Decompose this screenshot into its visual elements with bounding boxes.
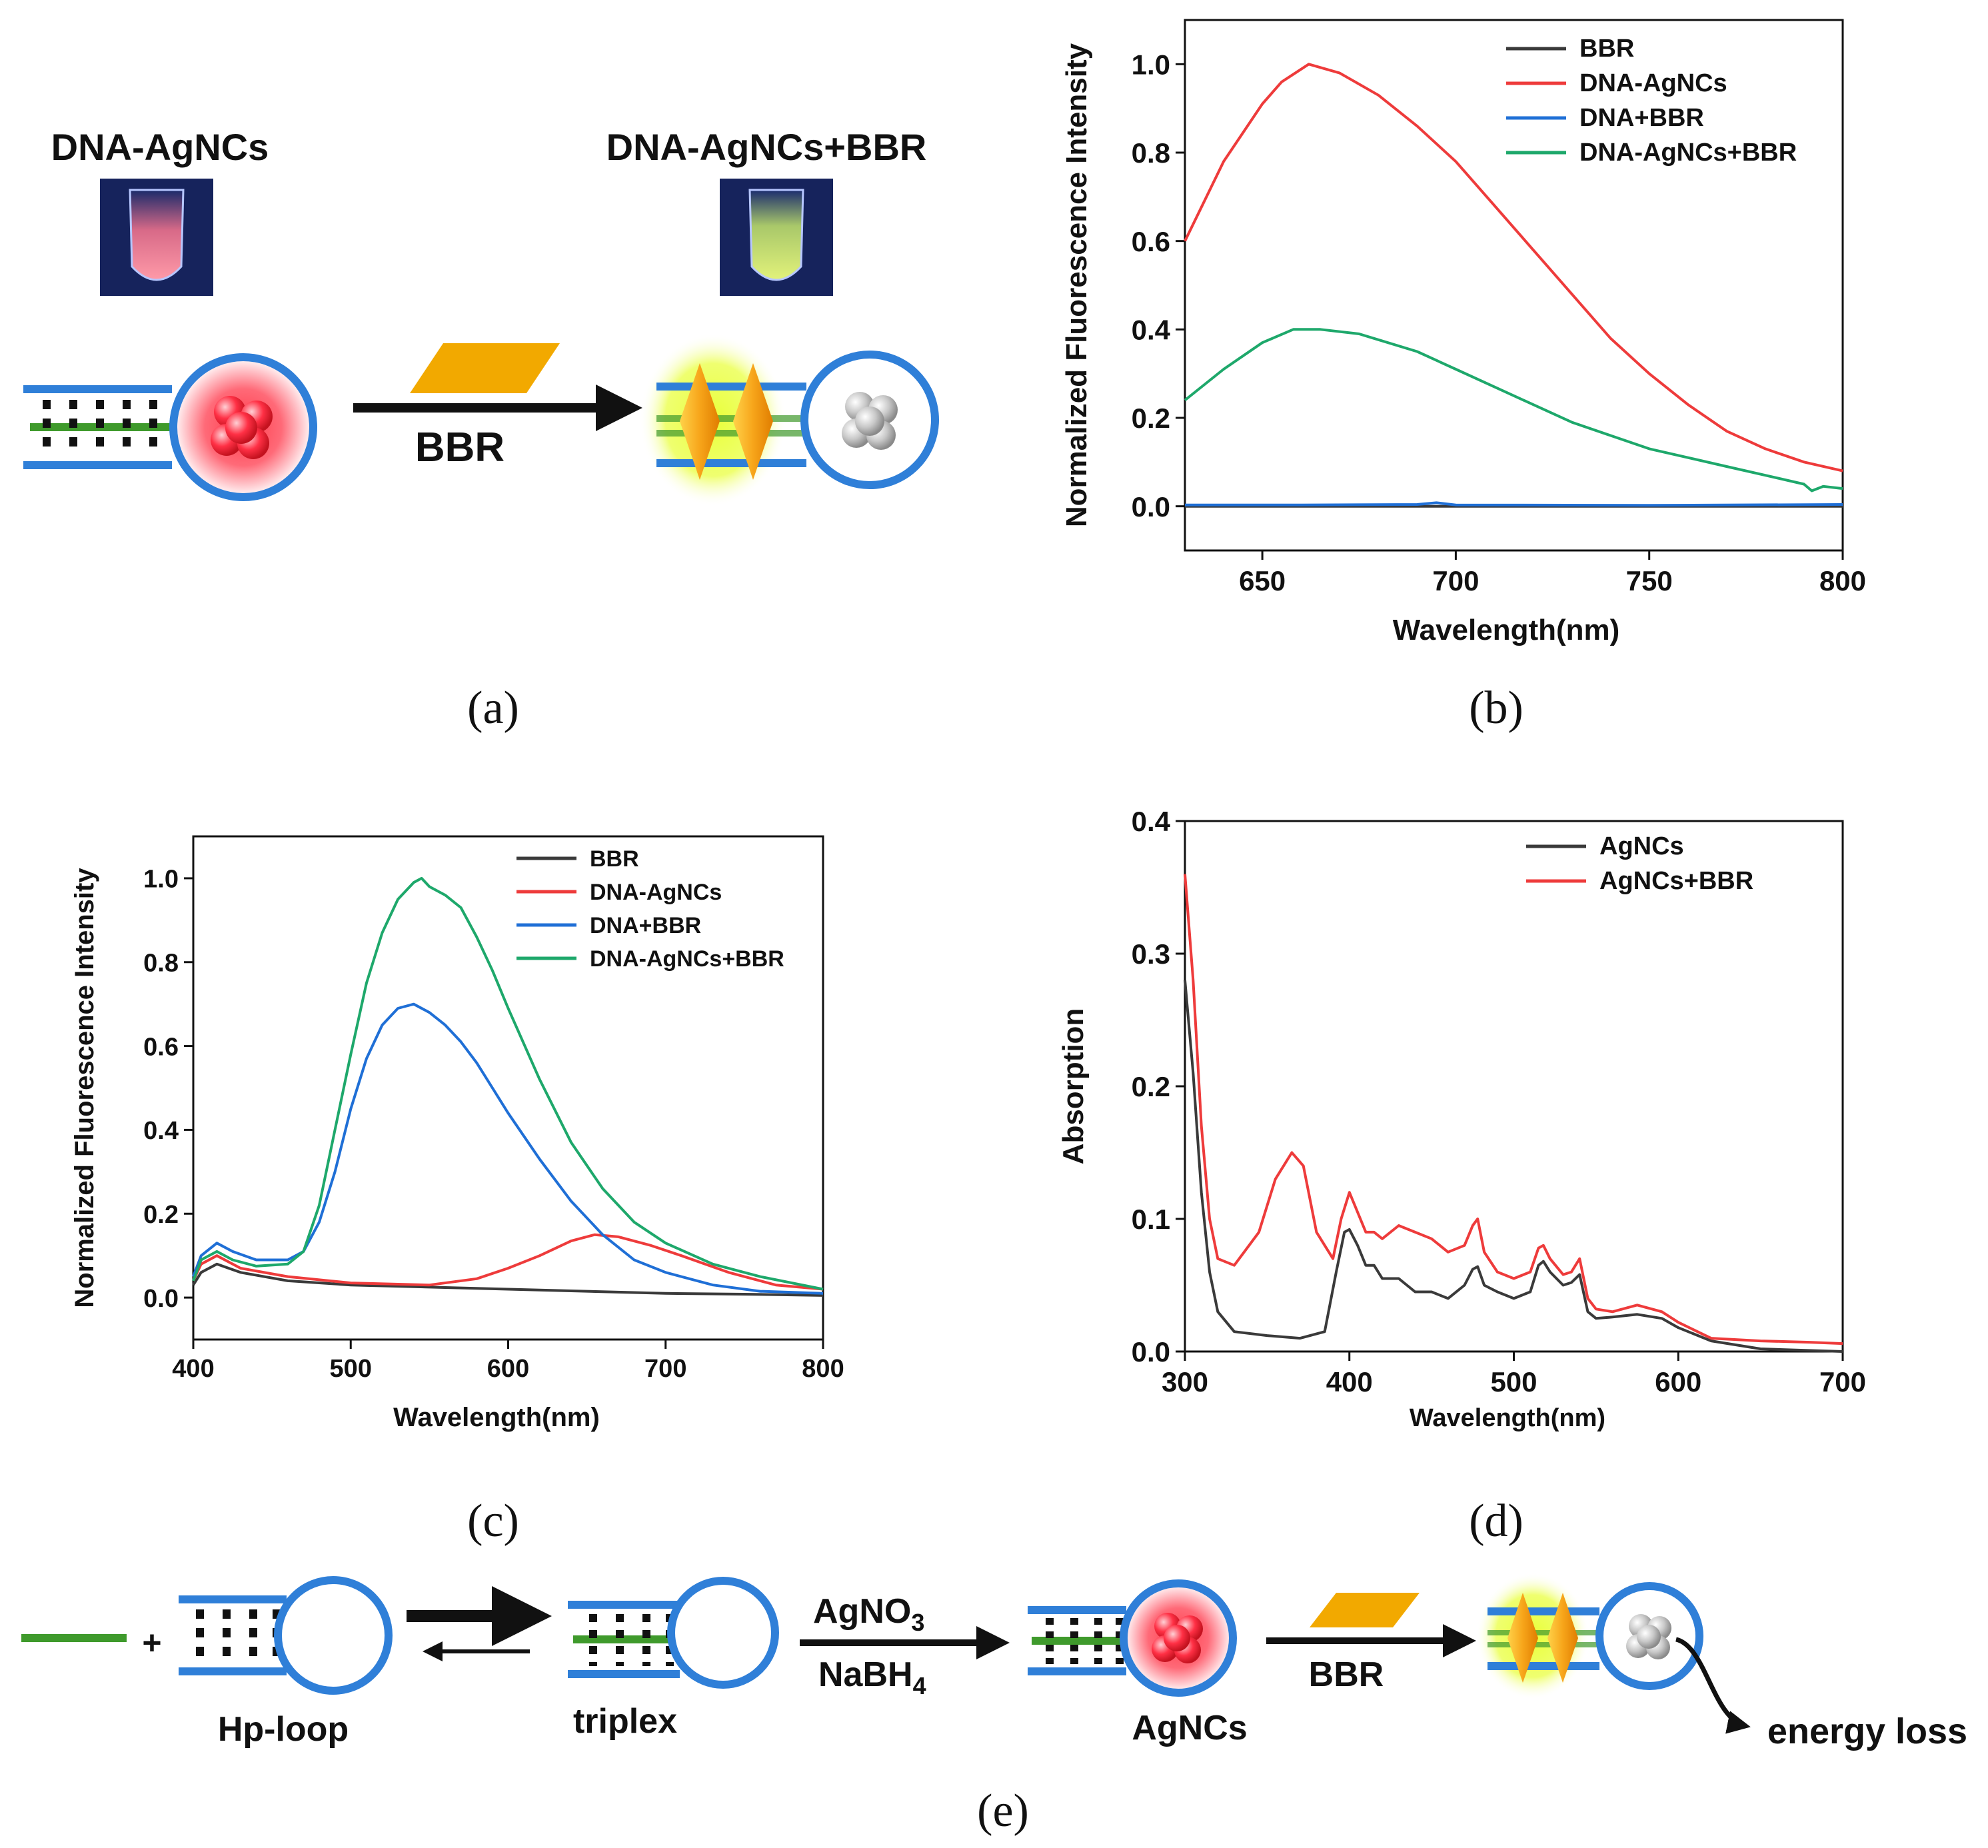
x-tick-label: 800: [802, 1355, 844, 1383]
x-axis-label: Wavelength(nm): [1393, 614, 1620, 646]
triplex-label: triplex: [573, 1702, 677, 1741]
x-axis-label: Wavelength(nm): [393, 1403, 600, 1432]
panel-e: + Hp-loop: [21, 1573, 1967, 1837]
y-tick-label: 0.6: [143, 1033, 179, 1061]
tube-photo-red: [100, 179, 213, 296]
plus-sign: +: [142, 1624, 161, 1661]
x-tick-label: 650: [1239, 565, 1286, 596]
x-tick-label: 700: [1432, 565, 1479, 596]
panel-e-label: (e): [977, 1785, 1029, 1837]
y-tick-label: 0.2: [1132, 1071, 1170, 1102]
y-axis-label: Absorption: [1057, 1008, 1090, 1165]
panel-a: DNA-AgNCs DNA-AgNCs+BBR: [23, 126, 939, 734]
reagent-nabh4: NaBH4: [818, 1655, 926, 1699]
x-tick-label: 400: [172, 1355, 214, 1383]
series-line-dna-agncs-bbr: [1184, 328, 1843, 492]
y-tick-label: 1.0: [143, 866, 179, 894]
y-tick-label: 1.0: [1132, 49, 1170, 80]
hp-loop-diagram: [179, 1576, 393, 1695]
legend-label: DNA-AgNCs: [590, 880, 722, 905]
x-tick-label: 300: [1162, 1366, 1208, 1397]
y-tick-label: 0.1: [1132, 1204, 1170, 1235]
triplex-diagram: [568, 1577, 779, 1689]
agncs-hairpin-diagram: [1028, 1579, 1237, 1697]
tube-photo-yellow: [720, 179, 833, 296]
series-line-bbr: [192, 1262, 824, 1297]
x-tick-label: 600: [487, 1355, 529, 1383]
y-axis-label: Normalized Fluorescence Intensity: [70, 868, 99, 1308]
bbr-label-e: BBR: [1309, 1655, 1384, 1694]
hairpin-bbr-quenched: [640, 333, 939, 506]
chart-b: 650 700 750 800 0.0 0.2 0.4 0.6 0.8 1.0 Wavelength…: [1060, 19, 1866, 734]
series-line-dna-bbr: [192, 1002, 824, 1295]
y-axis-label: Normalized Fluorescence Intensity: [1060, 43, 1093, 527]
chart-d: 300 400 500 600 700 0.0 0.1 0.2 0.3 0.4 Wavelength…: [1057, 806, 1866, 1547]
x-tick-label: 500: [1490, 1366, 1537, 1397]
y-tick-label: 0.4: [1132, 806, 1171, 837]
final-hairpin-diagram: [1476, 1573, 1751, 1734]
y-tick-label: 0.3: [1132, 938, 1170, 970]
x-tick-label: 700: [1819, 1366, 1866, 1397]
x-tick-label: 800: [1819, 565, 1866, 596]
x-tick-label: 600: [1655, 1366, 1701, 1397]
legend-label: DNA-AgNCs+BBR: [1579, 139, 1797, 167]
y-tick-label: 0.4: [1132, 314, 1171, 345]
panel-label: (c): [467, 1495, 519, 1547]
series-line-dna-agncs: [192, 1233, 824, 1291]
y-tick-label: 0.2: [143, 1201, 179, 1229]
plot-frame: [1184, 19, 1844, 552]
bbr-molecule-icon-e: [1310, 1593, 1420, 1627]
hairpin-red-agncs: [23, 353, 317, 501]
reagent-agno3: AgNO3: [813, 1592, 924, 1636]
y-tick-label: 0.6: [1132, 226, 1170, 257]
bbr-molecule-icon: [410, 343, 560, 393]
legend-label: DNA-AgNCs+BBR: [590, 946, 784, 972]
y-tick-label: 0.8: [1132, 137, 1170, 169]
panel-a-right-title: DNA-AgNCs+BBR: [606, 126, 927, 168]
y-tick-label: 0.0: [1132, 1336, 1170, 1368]
y-tick-label: 0.2: [1132, 403, 1170, 434]
legend-label: AgNCs+BBR: [1599, 867, 1753, 895]
x-axis-label: Wavelength(nm): [1410, 1404, 1605, 1432]
legend-label: DNA+BBR: [590, 913, 701, 938]
legend-label: DNA+BBR: [1579, 104, 1704, 132]
legend-label: BBR: [1579, 35, 1634, 63]
series-line-agncs-bbr: [1184, 874, 1843, 1346]
panel-a-arrow-label: BBR: [415, 425, 504, 470]
panel-label: (b): [1469, 682, 1523, 734]
plot-frame: [1184, 820, 1844, 1353]
series-line-dna-agncs-bbr: [192, 876, 824, 1291]
legend-label: BBR: [590, 846, 639, 872]
x-tick-label: 400: [1326, 1366, 1373, 1397]
agncs-label: AgNCs: [1132, 1709, 1247, 1747]
hp-loop-label: Hp-loop: [218, 1710, 349, 1749]
y-tick-label: 0.8: [143, 949, 179, 977]
panel-a-left-title: DNA-AgNCs: [51, 126, 269, 168]
y-tick-label: 0.0: [143, 1285, 179, 1313]
series-line-dna-bbr: [1185, 501, 1843, 507]
legend-label: DNA-AgNCs: [1579, 69, 1727, 97]
x-tick-label: 700: [644, 1355, 686, 1383]
energy-loss-label: energy loss: [1767, 1711, 1967, 1751]
panel-label: (d): [1469, 1495, 1523, 1547]
chart-c: 400 500 600 700 800 0.0 0.2 0.4 0.6 0.8 1.0 Wavelen…: [70, 835, 844, 1547]
y-tick-label: 0.4: [143, 1117, 179, 1145]
panel-a-label: (a): [467, 682, 519, 734]
series-line-agncs: [1184, 980, 1843, 1353]
x-tick-label: 500: [330, 1355, 372, 1383]
y-tick-label: 0.0: [1132, 491, 1170, 522]
legend-label: AgNCs: [1599, 832, 1684, 860]
series-line-dna-agncs: [1184, 63, 1843, 472]
x-tick-label: 750: [1626, 565, 1673, 596]
